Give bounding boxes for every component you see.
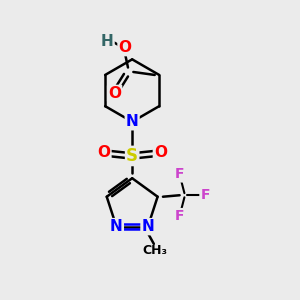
Text: N: N	[142, 219, 154, 234]
Text: O: O	[108, 86, 121, 101]
Text: O: O	[98, 146, 110, 160]
Text: F: F	[175, 167, 184, 182]
Text: N: N	[110, 219, 123, 234]
Text: S: S	[126, 147, 138, 165]
Text: CH₃: CH₃	[143, 244, 168, 257]
Text: O: O	[118, 40, 131, 55]
Text: F: F	[175, 209, 184, 223]
Text: N: N	[126, 114, 139, 129]
Text: O: O	[154, 146, 167, 160]
Text: H: H	[101, 34, 114, 49]
Text: F: F	[200, 188, 210, 202]
